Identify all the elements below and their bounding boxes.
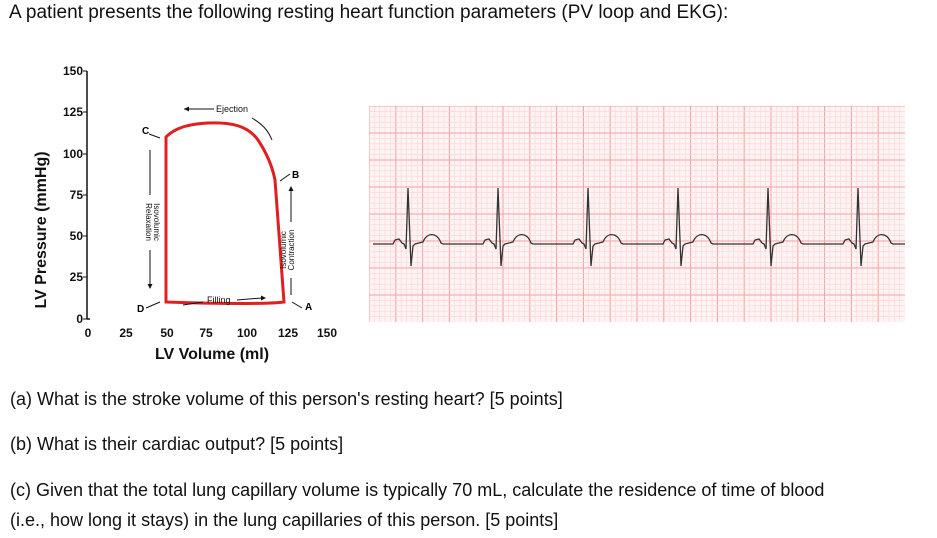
ekg-strip: [369, 106, 905, 322]
pv-ytick-125: 125: [63, 105, 83, 119]
pv-point-a: A: [305, 302, 312, 313]
pv-point-d-arrow: [145, 301, 161, 309]
pv-ytick-100: 100: [63, 147, 83, 161]
ekg-trace: [373, 187, 905, 267]
pv-loop-curve: [164, 121, 286, 305]
pv-phase-iso-contr-2: Contraction: [287, 230, 296, 271]
pv-point-c: C: [142, 126, 149, 137]
pv-phase-ejection: Ejection: [216, 104, 248, 114]
pv-ytick-150: 150: [63, 64, 83, 78]
pv-point-c-arrow: [148, 133, 161, 139]
pv-point-a-arrow: [291, 301, 303, 309]
question-c-line1: (c) Given that the total lung capillary …: [10, 480, 825, 500]
question-a: (a) What is the stroke volume of this pe…: [10, 389, 563, 409]
pv-phase-iso-relax-1: Isovolumic: [152, 203, 161, 241]
pv-xtick-100: 100: [237, 326, 257, 340]
pv-ytick-0: 0: [76, 312, 83, 326]
pv-filling-arrow: [236, 297, 263, 301]
pv-phase-iso-relax-2: Relaxation: [144, 203, 153, 241]
pv-xtick-125: 125: [278, 326, 298, 340]
pv-xtick-50: 50: [160, 326, 174, 340]
pv-xtick-75: 75: [199, 326, 213, 340]
pv-xlabel: LV Volume (ml): [155, 346, 269, 363]
pv-loop-chart: LV Pressure (mmHg) 150 125 100 75 50 25 …: [33, 64, 337, 363]
pv-ejection-curve-arrow: [251, 117, 273, 141]
pv-ytick-50: 50: [70, 229, 84, 243]
pv-point-b-arrow: [279, 173, 291, 182]
pv-xtick-25: 25: [119, 326, 133, 340]
question-b: (b) What is their cardiac output? [5 poi…: [10, 434, 344, 454]
pv-phase-filling: Filling: [207, 295, 231, 305]
pv-xtick-150: 150: [317, 326, 337, 340]
pv-point-b: B: [292, 170, 299, 181]
pv-ytick-25: 25: [70, 270, 84, 284]
pv-phase-iso-contr-1: Isovolumic: [279, 231, 288, 269]
question-c-line2: (i.e., how long it stays) in the lung ca…: [10, 510, 559, 530]
ekg-grid: [369, 106, 905, 322]
pv-ytick-75: 75: [70, 188, 84, 202]
pv-point-d: D: [137, 304, 144, 315]
pv-ylabel: LV Pressure (mmHg): [33, 151, 50, 308]
intro-text: A patient presents the following resting…: [9, 2, 729, 23]
pv-xtick-0: 0: [85, 326, 92, 340]
